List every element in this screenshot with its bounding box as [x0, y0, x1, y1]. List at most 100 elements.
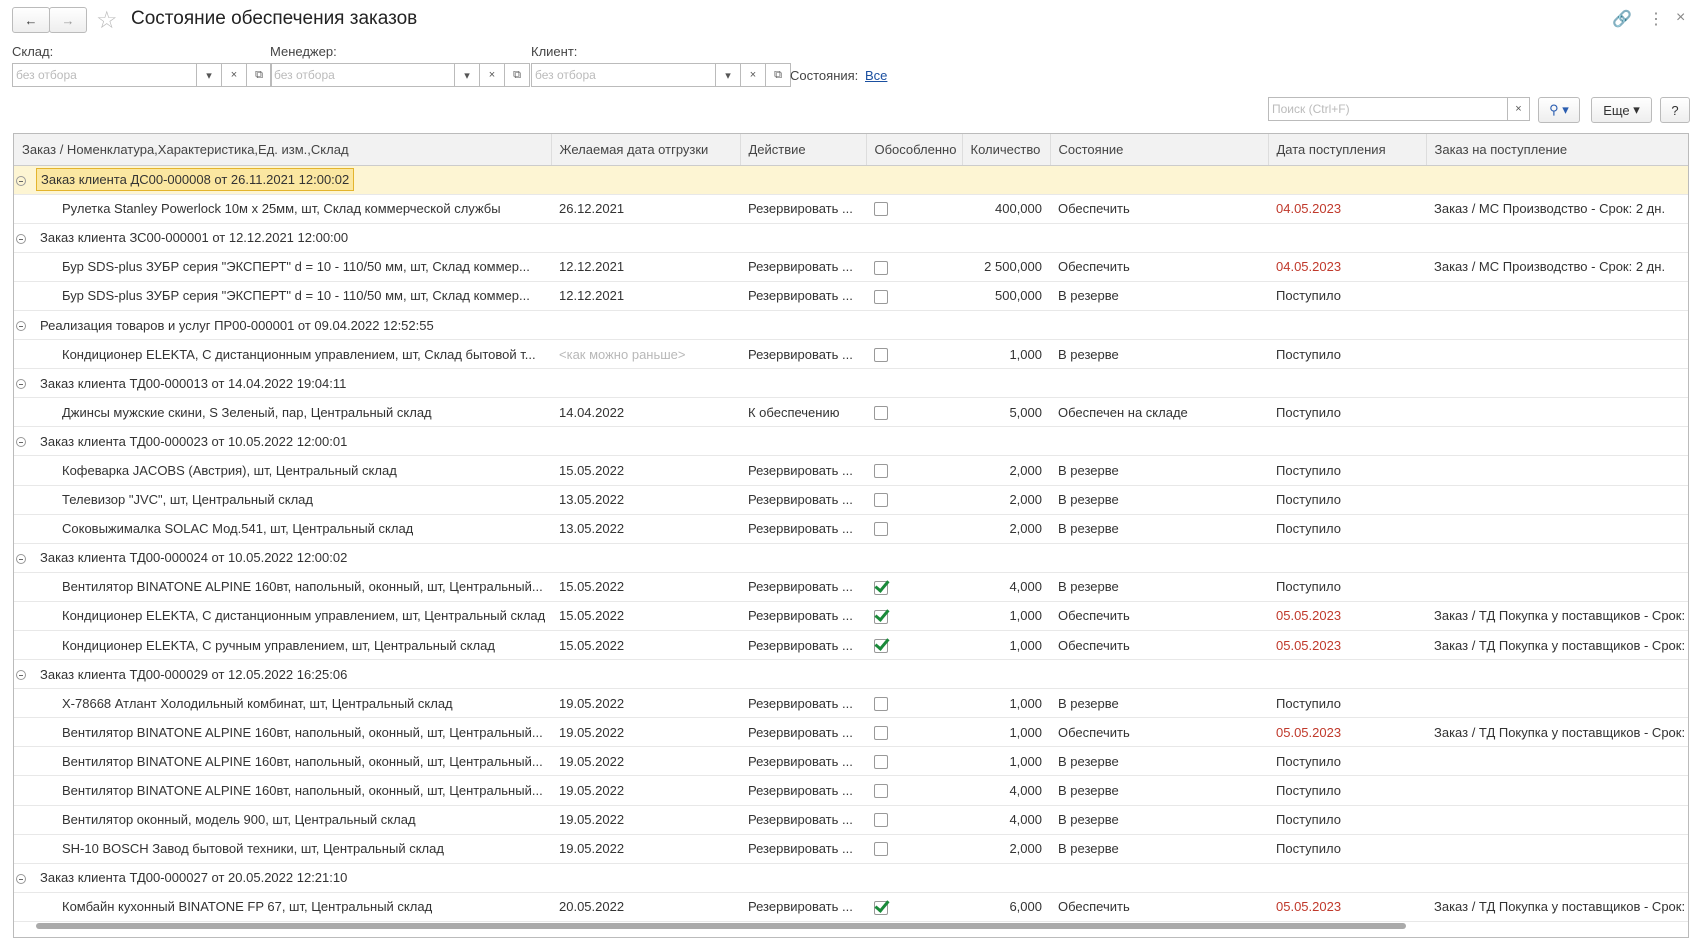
cell: Резервировать ... [740, 514, 866, 543]
checkbox[interactable] [874, 348, 888, 362]
checkbox[interactable] [874, 202, 888, 216]
cell: 14.04.2022 [551, 398, 740, 427]
cell: Вентилятор BINATONE ALPINE 160вт, наполь… [14, 718, 551, 747]
checkbox[interactable] [874, 261, 888, 275]
group-row: Реализация товаров и услуг ПР00-000001 о… [14, 310, 1689, 339]
cell: Поступило [1268, 747, 1426, 776]
cell: Обеспечен на складе [1050, 398, 1268, 427]
checkbox-cell [866, 631, 962, 660]
checkbox[interactable] [874, 813, 888, 827]
toggle-icon [16, 379, 26, 389]
checkbox-cell [866, 572, 962, 601]
checkbox-cell [866, 776, 962, 805]
cell: В резерве [1050, 281, 1268, 310]
filter-button[interactable]: ⧉ [766, 63, 791, 87]
column-header: Обособленно [866, 134, 962, 165]
cell: 1,000 [962, 689, 1050, 718]
filter-button[interactable]: ▾ [197, 63, 222, 87]
group-row: Заказ клиента ТД00-000027 от 20.05.2022 … [14, 863, 1689, 892]
cell: Вентилятор BINATONE ALPINE 160вт, наполь… [14, 747, 551, 776]
cell: Поступило [1268, 398, 1426, 427]
cell: В резерве [1050, 572, 1268, 601]
group-cell: Заказ клиента ЗС00-000001 от 12.12.2021 … [14, 223, 1689, 252]
checkbox[interactable] [874, 784, 888, 798]
checkbox[interactable] [874, 697, 888, 711]
filter-button[interactable]: ⧉ [505, 63, 530, 87]
filter-button[interactable]: × [222, 63, 247, 87]
close-icon[interactable]: × [1676, 9, 1685, 27]
checkbox[interactable] [874, 290, 888, 304]
cell: Резервировать ... [740, 252, 866, 281]
cell: 15.05.2022 [551, 601, 740, 630]
cell: Резервировать ... [740, 834, 866, 863]
group-cell: Заказ клиента ТД00-000024 от 10.05.2022 … [14, 543, 1689, 572]
column-header: Количество [962, 134, 1050, 165]
checkbox[interactable] [874, 406, 888, 420]
forward-button[interactable]: → [49, 7, 87, 33]
cell: 5,000 [962, 398, 1050, 427]
menu-icon[interactable]: ⋮ [1648, 9, 1664, 29]
states-link[interactable]: Все [865, 68, 887, 83]
cell: Резервировать ... [740, 456, 866, 485]
cell: Резервировать ... [740, 776, 866, 805]
toggle-icon [16, 437, 26, 447]
cell: 4,000 [962, 776, 1050, 805]
cell: 12.12.2021 [551, 281, 740, 310]
link-icon[interactable]: 🔗 [1612, 9, 1632, 29]
search-clear[interactable]: × [1508, 97, 1530, 121]
group-title: Заказ клиента ТД00-000027 от 20.05.2022 … [40, 870, 347, 885]
group-cell: Заказ клиента ДС00-000008 от 26.11.2021 … [14, 165, 1689, 194]
checkbox-cell [866, 834, 962, 863]
toggle-icon [16, 670, 26, 680]
column-header: Действие [740, 134, 866, 165]
filter-button[interactable]: ▾ [455, 63, 480, 87]
checkbox[interactable] [874, 581, 888, 595]
column-header: Заказ на поступление [1426, 134, 1689, 165]
search-button[interactable]: ⚲ ▾ [1538, 97, 1580, 123]
cell: Поступило [1268, 805, 1426, 834]
checkbox[interactable] [874, 639, 888, 653]
filter-button[interactable]: ▾ [716, 63, 741, 87]
search-input[interactable]: Поиск (Ctrl+F) [1268, 97, 1508, 121]
checkbox[interactable] [874, 842, 888, 856]
cell: Х-78668 Атлант Холодильный комбинат, шт,… [14, 689, 551, 718]
toggle-icon [16, 234, 26, 244]
filter-input[interactable]: без отбора [12, 63, 197, 87]
cell [1426, 281, 1689, 310]
cell: 2,000 [962, 514, 1050, 543]
item-row: Кондиционер ELEKTA, С ручным управлением… [14, 631, 1689, 660]
cell: Поступило [1268, 514, 1426, 543]
cell: Поступило [1268, 776, 1426, 805]
checkbox[interactable] [874, 493, 888, 507]
cell: К обеспечению [740, 398, 866, 427]
cell [1426, 776, 1689, 805]
group-row: Заказ клиента ТД00-000023 от 10.05.2022 … [14, 427, 1689, 456]
checkbox[interactable] [874, 755, 888, 769]
cell: Резервировать ... [740, 281, 866, 310]
group-cell: Заказ клиента ТД00-000029 от 12.05.2022 … [14, 660, 1689, 689]
checkbox[interactable] [874, 726, 888, 740]
checkbox[interactable] [874, 522, 888, 536]
cell: Резервировать ... [740, 805, 866, 834]
cell [1426, 805, 1689, 834]
cell: 05.05.2023 [1268, 892, 1426, 921]
toggle-icon [16, 554, 26, 564]
scrollbar[interactable] [36, 923, 1406, 929]
checkbox[interactable] [874, 464, 888, 478]
checkbox[interactable] [874, 610, 888, 624]
group-title: Заказ клиента ЗС00-000001 от 12.12.2021 … [40, 230, 348, 245]
more-button[interactable]: Еще ▾ [1591, 97, 1652, 123]
back-button[interactable]: ← [12, 7, 50, 33]
cell: Джинсы мужские скини, S Зеленый, пар, Це… [14, 398, 551, 427]
favorite-star[interactable]: ☆ [96, 6, 118, 35]
help-button[interactable]: ? [1660, 97, 1690, 123]
filter-input[interactable]: без отбора [531, 63, 716, 87]
filter-input[interactable]: без отбора [270, 63, 455, 87]
cell: Резервировать ... [740, 892, 866, 921]
filter-button[interactable]: × [480, 63, 505, 87]
filter-button[interactable]: ⧉ [247, 63, 272, 87]
checkbox[interactable] [874, 901, 888, 915]
filter-button[interactable]: × [741, 63, 766, 87]
page-title: Состояние обеспечения заказов [131, 8, 417, 30]
